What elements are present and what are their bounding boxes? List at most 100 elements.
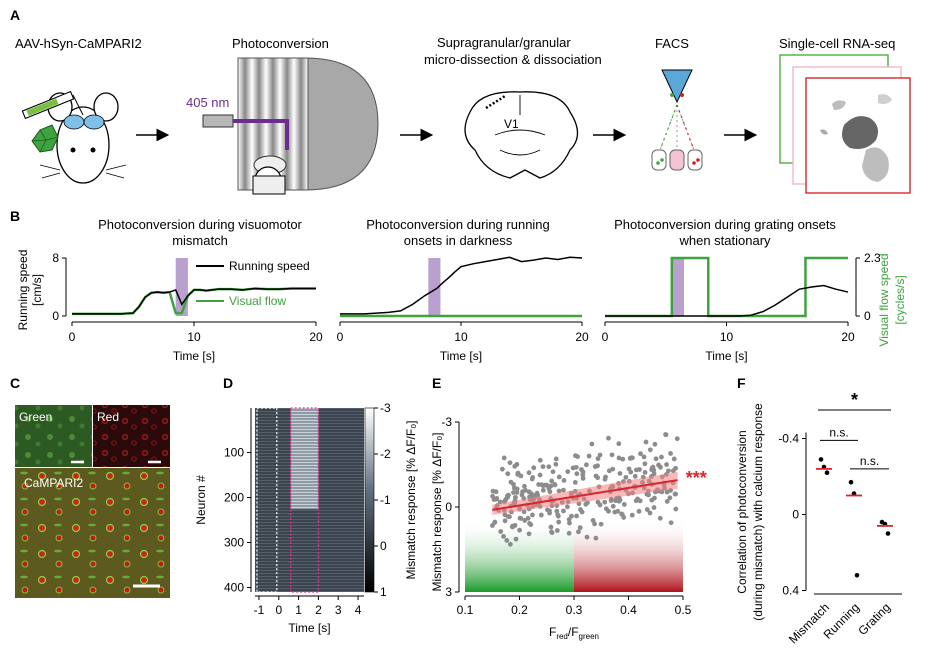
scatter-point	[507, 541, 513, 547]
scatter-point	[668, 451, 673, 456]
scatter-point	[492, 520, 498, 525]
step-aav-label: AAV-hSyn-CaMPARI2	[15, 36, 142, 51]
baseline-window-box	[256, 407, 278, 593]
scatter-point	[537, 457, 543, 463]
scatter-point	[553, 456, 559, 462]
photoconversion-window	[175, 258, 188, 316]
scatter-point	[538, 512, 544, 518]
scatter-point	[530, 512, 535, 518]
y-tick-label: 0	[52, 309, 59, 323]
b-y2label-line1: Visual flow speed	[877, 253, 891, 346]
chart-b2: 0 10 20 Time [s]	[337, 256, 589, 363]
scatter-point	[570, 465, 576, 471]
photoconversion-window	[671, 258, 684, 316]
stimulus-window-box	[290, 407, 320, 593]
scatter-point	[667, 495, 673, 501]
scatter-point	[574, 471, 580, 477]
y-axis-title: Neuron #	[194, 475, 208, 525]
x-tick-label: 20	[575, 330, 589, 344]
scatter-point	[501, 533, 506, 539]
scatter-point	[529, 476, 535, 482]
scatter-point	[528, 522, 534, 528]
scatter-point	[526, 470, 532, 476]
merged-channel-image	[15, 468, 170, 598]
scatter-point	[606, 468, 612, 474]
scatter-point	[649, 465, 655, 471]
step-photoconversion-label: Photoconversion	[232, 36, 329, 51]
green-channel-image	[15, 405, 92, 467]
scatter-point	[511, 485, 517, 491]
category-label: Mismatch	[786, 600, 832, 646]
x-tick-label: 3	[335, 603, 342, 617]
scatter-point	[617, 497, 623, 503]
y2-tick-label: 2.3	[864, 251, 881, 265]
scatter-point	[554, 528, 560, 533]
x-tick-label: 0	[275, 603, 282, 617]
scatter-point	[501, 455, 507, 461]
series-running-speed	[340, 256, 583, 315]
scatter-point	[511, 490, 516, 495]
colorbar-tick-label: 0	[380, 539, 387, 553]
colorbar-tick-label: -2	[380, 447, 391, 461]
scatter-point	[549, 530, 555, 536]
data-point	[885, 531, 891, 536]
x-tick-label: 10	[720, 330, 734, 344]
scatter-point	[566, 517, 572, 522]
x-tick-label: 1	[295, 603, 302, 617]
legend-flow-label: Visual flow	[229, 294, 286, 308]
scatter-point	[673, 506, 679, 512]
data-point	[854, 573, 860, 578]
scatter-point	[643, 439, 649, 445]
scatter-point	[572, 480, 578, 485]
scatter-point	[577, 525, 583, 531]
y-tick-label: 400	[224, 581, 244, 595]
x-tick-label: 0.4	[620, 603, 637, 617]
scatter-point	[537, 472, 543, 478]
scatter-point	[556, 474, 562, 480]
scatter-point	[556, 488, 562, 494]
scatter-point	[644, 507, 650, 512]
x-tick-label: 20	[309, 330, 323, 344]
sig-top-label: *	[851, 390, 858, 410]
x-axis-title: Time [s]	[288, 621, 330, 635]
panel-label-a: A	[10, 7, 20, 23]
scatter-point	[590, 517, 596, 523]
colorbar	[364, 407, 375, 593]
scatter-point	[498, 529, 504, 534]
scatter-point	[638, 451, 643, 457]
scatter-point	[610, 503, 616, 509]
colorbar-tick-label: -1	[380, 493, 391, 507]
scrnaseq-illustration	[779, 54, 911, 194]
x-tick-label: 0	[337, 330, 344, 344]
scatter-point	[540, 487, 546, 493]
scatter-point	[623, 474, 629, 480]
scatter-point	[595, 456, 601, 461]
scatter-point	[512, 522, 518, 528]
x-axis-title: Fred/Fgreen	[549, 625, 599, 641]
scatter-point	[513, 536, 519, 542]
scatter-point	[522, 518, 528, 523]
scatter-point	[632, 473, 638, 479]
scatter-point	[546, 464, 552, 470]
scatter-point	[518, 473, 524, 479]
scatter-point	[637, 467, 642, 472]
scatter-point	[642, 470, 648, 475]
scatter-point	[548, 524, 554, 530]
scatter-point	[514, 490, 520, 495]
scatter-point	[561, 477, 567, 483]
scatter-point	[584, 534, 590, 540]
heatmap-response-region	[290, 408, 319, 510]
scatter-point	[657, 515, 663, 521]
data-point	[824, 470, 830, 476]
step-dissection-label-2: micro-dissection & dissociation	[424, 52, 602, 67]
scatter-point	[539, 482, 545, 488]
b1-title-line2: mismatch	[172, 233, 228, 248]
y-tick-label: 0.4	[782, 584, 799, 598]
scatter-point	[633, 498, 639, 504]
scatter-point	[540, 464, 546, 469]
scatter-point	[555, 512, 561, 518]
scatter-point	[567, 520, 572, 526]
y-tick-label: 0	[792, 508, 799, 522]
scatter-point	[547, 508, 552, 514]
